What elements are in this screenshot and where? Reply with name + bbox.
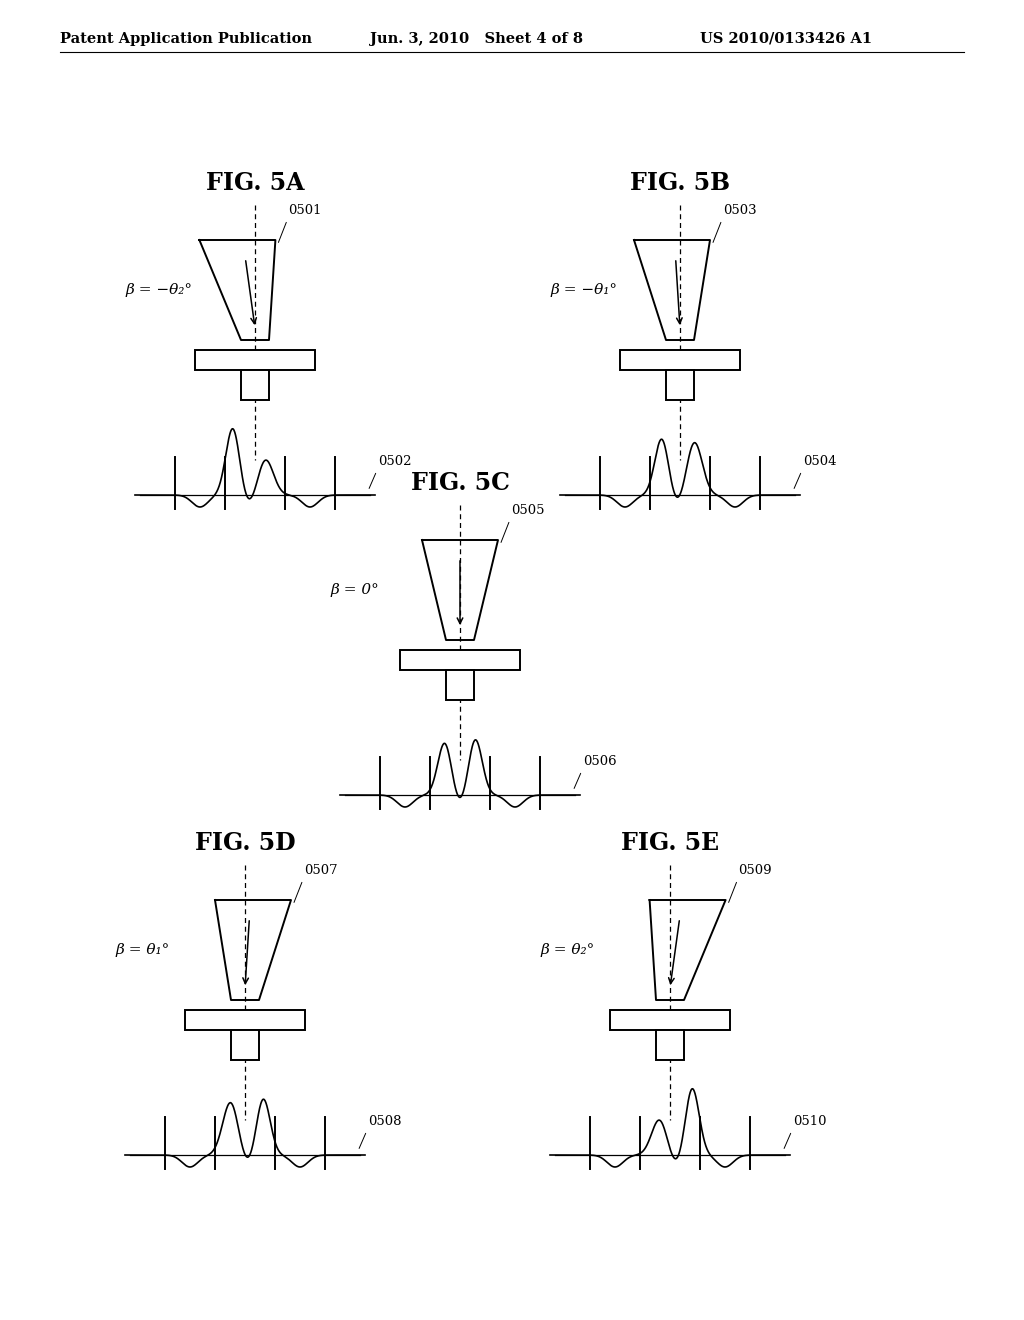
Text: β = −θ₁°: β = −θ₁° (550, 282, 617, 297)
Text: 0510: 0510 (784, 1115, 826, 1148)
Bar (195, 350, 315, 370)
Text: 0508: 0508 (359, 1115, 401, 1148)
Text: 0506: 0506 (574, 755, 616, 788)
Bar (185, 1010, 305, 1030)
Text: FIG. 5D: FIG. 5D (195, 832, 295, 855)
Text: β = −θ₂°: β = −θ₂° (125, 282, 193, 297)
Text: 0503: 0503 (713, 205, 757, 243)
Text: 0502: 0502 (369, 455, 412, 488)
Text: FIG. 5E: FIG. 5E (621, 832, 719, 855)
Bar (231, 1030, 259, 1060)
Bar (666, 370, 694, 400)
Text: 0501: 0501 (279, 205, 322, 243)
Text: 0504: 0504 (794, 455, 837, 488)
Bar (620, 350, 740, 370)
Bar (610, 1010, 730, 1030)
Text: FIG. 5B: FIG. 5B (630, 172, 730, 195)
Bar (241, 370, 269, 400)
Text: Jun. 3, 2010   Sheet 4 of 8: Jun. 3, 2010 Sheet 4 of 8 (370, 32, 583, 46)
Text: FIG. 5C: FIG. 5C (411, 471, 509, 495)
Bar (400, 649, 520, 671)
Text: 0509: 0509 (729, 865, 772, 903)
Bar (446, 671, 474, 700)
Text: US 2010/0133426 A1: US 2010/0133426 A1 (700, 32, 872, 46)
Text: β = θ₂°: β = θ₂° (540, 942, 594, 957)
Text: 0507: 0507 (294, 865, 338, 903)
Text: FIG. 5A: FIG. 5A (206, 172, 304, 195)
Text: β = 0°: β = 0° (330, 583, 379, 597)
Bar (656, 1030, 684, 1060)
Text: β = θ₁°: β = θ₁° (115, 942, 169, 957)
Text: Patent Application Publication: Patent Application Publication (60, 32, 312, 46)
Text: 0505: 0505 (501, 504, 545, 543)
